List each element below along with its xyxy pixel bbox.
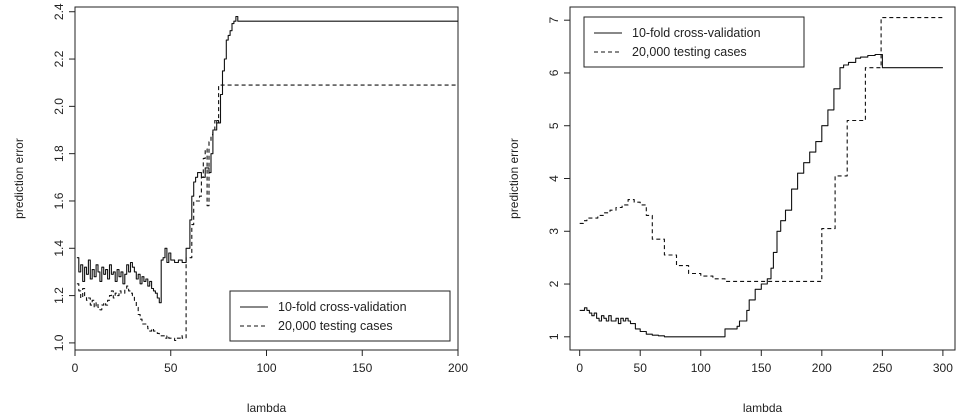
x-tick-label: 100 <box>256 361 276 375</box>
x-axis: 0 50 100 150 200 <box>72 350 468 375</box>
x-tick-label: 200 <box>448 361 468 375</box>
y-tick-label: 1.2 <box>52 287 66 304</box>
y-tick-label: 3 <box>547 228 561 235</box>
x-tick-label: 150 <box>751 361 771 375</box>
x-tick-label: 50 <box>164 361 178 375</box>
series-line-testing-cases <box>579 17 943 282</box>
x-axis-label: lambda <box>247 401 287 415</box>
y-tick-label: 2.4 <box>52 3 66 20</box>
legend: 10-fold cross-validation 20,000 testing c… <box>229 290 451 342</box>
y-axis-label: prediction error <box>12 138 26 219</box>
chart-panel-2: 0 50 100 150 200 250 300 lambda 1 2 3 4 5 6 7 predictio… <box>507 6 956 415</box>
chart-panel-1: 0 50 100 150 200 lambda 1.0 1.2 1.4 1.6 1.8 2.0 2.2 2… <box>12 3 468 415</box>
y-axis-label: prediction error <box>507 138 521 219</box>
legend-entry: 10-fold cross-validation <box>632 26 761 40</box>
y-axis: 1 2 3 4 5 6 7 <box>547 17 570 340</box>
y-axis: 1.0 1.2 1.4 1.6 1.8 2.0 2.2 2.4 <box>52 3 75 351</box>
y-tick-label: 1.0 <box>52 334 66 351</box>
x-tick-label: 0 <box>576 361 583 375</box>
y-tick-label: 2.0 <box>52 98 66 115</box>
legend-box <box>583 16 805 68</box>
y-tick-label: 1.6 <box>52 192 66 209</box>
legend: 10-fold cross-validation 20,000 testing c… <box>583 16 805 68</box>
legend-entry: 10-fold cross-validation <box>278 300 407 314</box>
x-tick-label: 250 <box>872 361 892 375</box>
y-tick-label: 2 <box>547 280 561 287</box>
x-tick-label: 100 <box>691 361 711 375</box>
x-tick-label: 0 <box>72 361 79 375</box>
x-tick-label: 50 <box>634 361 648 375</box>
y-tick-label: 1.4 <box>52 240 66 257</box>
y-tick-label: 4 <box>547 175 561 182</box>
y-tick-label: 6 <box>547 69 561 76</box>
legend-entry: 20,000 testing cases <box>632 45 747 59</box>
y-tick-label: 2.2 <box>52 50 66 67</box>
x-tick-label: 150 <box>352 361 372 375</box>
series-line-cross-validation <box>579 53 943 338</box>
y-tick-label: 1 <box>547 333 561 340</box>
x-axis: 0 50 100 150 200 250 300 <box>576 350 953 375</box>
x-tick-label: 200 <box>812 361 832 375</box>
legend-box <box>229 290 451 342</box>
series-line-testing-cases <box>76 84 458 342</box>
series-line-cross-validation <box>76 15 458 304</box>
x-tick-label: 300 <box>933 361 953 375</box>
x-axis-label: lambda <box>743 401 783 415</box>
y-tick-label: 1.8 <box>52 145 66 162</box>
y-tick-label: 7 <box>547 17 561 24</box>
y-tick-label: 5 <box>547 122 561 129</box>
legend-entry: 20,000 testing cases <box>278 319 393 333</box>
